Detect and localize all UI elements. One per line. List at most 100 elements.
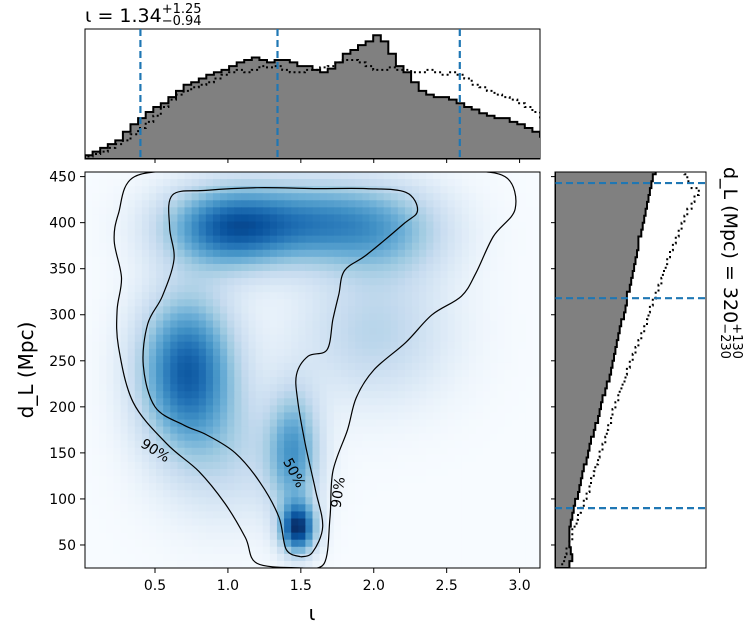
heatmap-cell xyxy=(99,221,107,230)
heatmap-cell xyxy=(412,341,420,350)
heatmap-cell xyxy=(305,553,314,562)
heatmap-cell xyxy=(404,341,413,350)
heatmap-cell xyxy=(312,186,321,194)
heatmap-cell xyxy=(99,292,107,300)
heatmap-cell xyxy=(348,525,356,534)
heatmap-cell xyxy=(532,249,540,258)
heatmap-cell xyxy=(490,292,498,300)
heatmap-cell xyxy=(312,384,321,392)
heatmap-cell xyxy=(532,235,540,244)
heatmap-cell xyxy=(127,334,136,343)
heatmap-cell xyxy=(220,271,228,279)
heatmap-cell xyxy=(92,256,100,265)
heatmap-cell xyxy=(291,285,299,293)
density-heatmap xyxy=(85,172,540,568)
heatmap-cell xyxy=(333,560,342,568)
heatmap-cell xyxy=(141,532,150,541)
heatmap-cell xyxy=(468,560,477,568)
heatmap-cell xyxy=(120,546,129,555)
heatmap-cell xyxy=(504,299,513,307)
heatmap-cell xyxy=(483,469,491,477)
heatmap-cell xyxy=(404,306,413,315)
heatmap-cell xyxy=(276,560,285,568)
heatmap-cell xyxy=(234,433,243,442)
heatmap-cell xyxy=(340,263,349,272)
heatmap-cell xyxy=(276,469,285,477)
heatmap-cell xyxy=(440,341,449,350)
heatmap-cell xyxy=(85,518,93,527)
heatmap-cell xyxy=(426,172,434,180)
heatmap-cell xyxy=(305,249,314,258)
heatmap-cell xyxy=(276,207,285,216)
heatmap-cell xyxy=(355,235,363,244)
heatmap-cell xyxy=(99,419,107,428)
heatmap-cell xyxy=(412,348,420,357)
heatmap-cell xyxy=(234,490,243,498)
heatmap-cell xyxy=(113,292,122,300)
heatmap-cell xyxy=(454,560,463,568)
heatmap-cell xyxy=(177,398,186,406)
heatmap-cell xyxy=(134,377,143,385)
heatmap-cell xyxy=(184,532,193,541)
heatmap-cell xyxy=(291,299,299,307)
heatmap-cell xyxy=(298,504,306,513)
heatmap-cell xyxy=(390,172,399,180)
heatmap-cell xyxy=(532,362,540,371)
heatmap-cell xyxy=(276,454,285,463)
heatmap-cell xyxy=(355,348,363,357)
heatmap-cell xyxy=(383,256,392,265)
heatmap-cell xyxy=(156,419,164,428)
heatmap-cell xyxy=(234,476,243,484)
heatmap-cell xyxy=(148,391,157,399)
heatmap-cell xyxy=(177,341,186,350)
heatmap-cell xyxy=(490,476,498,484)
heatmap-cell xyxy=(340,348,349,357)
heatmap-cell xyxy=(433,440,442,449)
heatmap-cell xyxy=(404,461,413,470)
heatmap-cell xyxy=(433,412,442,421)
heatmap-cell xyxy=(390,263,399,272)
y-tick-label: 450 xyxy=(49,170,76,186)
heatmap-cell xyxy=(412,553,420,562)
heatmap-cell xyxy=(205,539,214,548)
heatmap-cell xyxy=(106,179,115,187)
heatmap-cell xyxy=(483,532,491,541)
heatmap-cell xyxy=(120,249,129,258)
heatmap-cell xyxy=(99,278,107,286)
heatmap-cell xyxy=(291,179,299,187)
heatmap-cell xyxy=(454,405,463,414)
heatmap-cell xyxy=(440,292,449,300)
heatmap-cell xyxy=(419,256,427,265)
heatmap-cell xyxy=(284,518,292,527)
heatmap-cell xyxy=(205,362,214,371)
heatmap-cell xyxy=(92,193,100,201)
heatmap-cell xyxy=(113,172,122,180)
heatmap-cell xyxy=(419,511,427,520)
heatmap-cell xyxy=(205,483,214,491)
heatmap-cell xyxy=(355,370,363,378)
heatmap-cell xyxy=(355,334,363,343)
heatmap-cell xyxy=(340,278,349,286)
heatmap-cell xyxy=(85,313,93,322)
heatmap-cell xyxy=(404,525,413,534)
heatmap-cell xyxy=(369,172,378,180)
heatmap-cell xyxy=(348,461,356,470)
heatmap-cell xyxy=(497,426,506,435)
heatmap-cell xyxy=(234,228,243,237)
heatmap-cell xyxy=(333,377,342,385)
heatmap-cell xyxy=(433,263,442,272)
heatmap-cell xyxy=(440,518,449,527)
heatmap-cell xyxy=(419,454,427,463)
heatmap-cell xyxy=(248,278,257,286)
heatmap-cell xyxy=(397,391,406,399)
heatmap-cell xyxy=(156,461,164,470)
heatmap-cell xyxy=(333,497,342,505)
heatmap-cell xyxy=(340,179,349,187)
heatmap-cell xyxy=(106,313,115,322)
heatmap-cell xyxy=(170,221,179,230)
heatmap-cell xyxy=(518,242,527,251)
heatmap-cell xyxy=(156,553,164,562)
heatmap-cell xyxy=(525,370,534,378)
heatmap-cell xyxy=(454,511,463,520)
heatmap-cell xyxy=(419,355,427,364)
